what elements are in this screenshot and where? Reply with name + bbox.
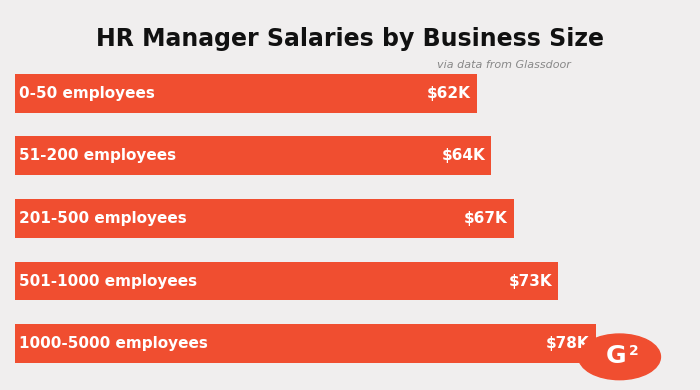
Bar [15, 199, 514, 238]
Text: 0-50 employees: 0-50 employees [20, 86, 155, 101]
Text: via data from Glassdoor: via data from Glassdoor [437, 60, 571, 71]
Text: 1000-5000 employees: 1000-5000 employees [20, 336, 209, 351]
Text: $62K: $62K [427, 86, 470, 101]
Text: $78K: $78K [546, 336, 589, 351]
Bar [15, 136, 491, 175]
Text: 51-200 employees: 51-200 employees [20, 148, 176, 163]
Circle shape [578, 334, 661, 380]
Text: HR Manager Salaries by Business Size: HR Manager Salaries by Business Size [96, 27, 604, 51]
Bar [15, 324, 596, 363]
Text: 2: 2 [629, 344, 639, 358]
Bar [15, 262, 559, 300]
Text: $73K: $73K [509, 273, 552, 289]
Text: 201-500 employees: 201-500 employees [20, 211, 187, 226]
Text: G: G [606, 344, 626, 368]
Text: $64K: $64K [442, 148, 486, 163]
Text: 501-1000 employees: 501-1000 employees [20, 273, 197, 289]
Bar [15, 74, 477, 113]
Text: $67K: $67K [464, 211, 508, 226]
